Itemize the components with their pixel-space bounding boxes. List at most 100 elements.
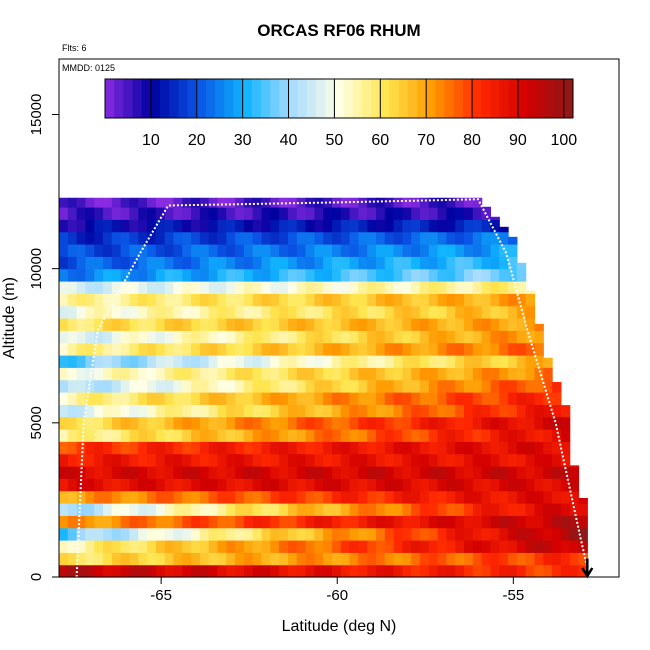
heatmap-cell (59, 515, 69, 529)
heatmap-cell (358, 416, 368, 430)
heatmap-cell (59, 441, 69, 455)
heatmap-cell (534, 503, 544, 516)
heatmap-cell (59, 355, 69, 368)
x-axis-label: Latitude (deg N) (282, 618, 397, 635)
heatmap-cell (349, 281, 359, 294)
heatmap-cell (164, 404, 175, 418)
heatmap-cell (516, 515, 527, 529)
heatmap-cell (111, 503, 122, 516)
heatmap-cell (243, 466, 254, 479)
heatmap-cell (85, 244, 95, 257)
heatmap-cell (138, 318, 148, 331)
heatmap-cell (155, 490, 166, 504)
heatmap-cell (85, 441, 95, 455)
heatmap-cell (138, 552, 148, 566)
heatmap-cell (305, 207, 315, 220)
heatmap-cell (437, 293, 448, 307)
heatmap-cell (226, 379, 236, 393)
heatmap-cell (437, 207, 448, 220)
heatmap-cell (358, 404, 368, 418)
heatmap-cell (481, 404, 492, 418)
heatmap-cell (226, 392, 236, 405)
heatmap-cell (367, 256, 377, 270)
colorbar-swatch (242, 79, 253, 118)
heatmap-cell (516, 330, 527, 344)
heatmap-cell (199, 527, 210, 541)
colorbar-frame (104, 78, 574, 119)
heatmap-cell (85, 416, 95, 430)
heatmap-cell (85, 342, 95, 356)
heatmap-cell (279, 540, 289, 553)
heatmap-cell (508, 367, 518, 381)
heatmap-cell (525, 429, 536, 442)
heatmap-cell (508, 355, 518, 368)
heatmap-cell (508, 416, 518, 430)
heatmap-cell (147, 564, 157, 578)
heatmap-cell (296, 330, 307, 344)
heatmap-cell (508, 392, 518, 405)
heatmap-cell (279, 268, 289, 282)
heatmap-cell (270, 564, 280, 578)
heatmap-cell (516, 305, 527, 319)
heatmap-cell (217, 392, 227, 405)
heatmap-cell (455, 453, 465, 467)
heatmap-cell (437, 342, 448, 356)
heatmap-cell (173, 441, 183, 455)
heatmap-cell (226, 564, 236, 578)
heatmap-cell (420, 503, 430, 516)
heatmap-cell (516, 293, 527, 307)
heatmap-cell (67, 392, 78, 405)
heatmap-cell (331, 367, 342, 381)
heatmap-cell (375, 527, 386, 541)
heatmap-cell (199, 293, 210, 307)
colorbar-swatch (371, 79, 381, 118)
heatmap-cell (323, 342, 333, 356)
heatmap-cell (464, 256, 474, 270)
colorbar-swatch (462, 79, 473, 118)
heatmap-cell (155, 564, 166, 578)
heatmap-cell (85, 453, 95, 467)
heatmap-cell (323, 244, 333, 257)
heatmap-cell (446, 318, 456, 331)
colorbar-swatch (306, 79, 317, 118)
heatmap-cell (472, 466, 483, 479)
heatmap-cell (103, 527, 113, 541)
heatmap-cell (543, 564, 553, 578)
heatmap-cell (402, 293, 412, 307)
heatmap-cell (472, 441, 483, 455)
heatmap-cell (279, 478, 289, 492)
heatmap-cell (314, 207, 324, 220)
heatmap-cell (411, 219, 421, 233)
heatmap-cell (552, 453, 562, 467)
heatmap-cell (59, 564, 69, 578)
heatmap-cell (340, 429, 351, 442)
heatmap-cell (323, 540, 333, 553)
heatmap-cell (76, 293, 87, 307)
colorbar-swatch (224, 79, 234, 118)
heatmap-cell (120, 379, 131, 393)
heatmap-cell (314, 281, 324, 294)
heatmap-cell (384, 379, 395, 393)
heatmap-cell (287, 219, 298, 233)
heatmap-cell (111, 392, 122, 405)
heatmap-cell (252, 392, 263, 405)
heatmap-cell (534, 441, 544, 455)
heatmap-cell (314, 515, 324, 529)
heatmap-cell (543, 515, 553, 529)
heatmap-cell (472, 527, 483, 541)
heatmap-cell (314, 244, 324, 257)
heatmap-cell (384, 466, 395, 479)
heatmap-cell (499, 256, 509, 270)
heatmap-cell (182, 219, 192, 233)
heatmap-cell (261, 515, 271, 529)
heatmap-cell (173, 540, 183, 553)
heatmap-cell (314, 379, 324, 393)
heatmap-cell (85, 293, 95, 307)
heatmap-cell (103, 515, 113, 529)
heatmap-cell (287, 404, 298, 418)
heatmap-cell (375, 490, 386, 504)
heatmap-cell (323, 293, 333, 307)
heatmap-cell (446, 564, 456, 578)
heatmap-cell (182, 379, 192, 393)
heatmap-cell (367, 197, 377, 208)
